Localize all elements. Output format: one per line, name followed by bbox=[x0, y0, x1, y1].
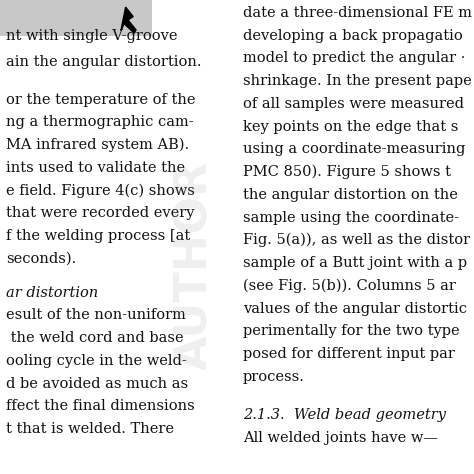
Text: developing a back propagatio: developing a back propagatio bbox=[243, 28, 463, 43]
Text: MA infrared system AB).: MA infrared system AB). bbox=[6, 138, 189, 152]
Text: ffect the final dimensions: ffect the final dimensions bbox=[6, 399, 194, 413]
Text: that were recorded every: that were recorded every bbox=[6, 206, 194, 220]
Polygon shape bbox=[121, 7, 136, 33]
Text: or the temperature of the: or the temperature of the bbox=[6, 92, 195, 107]
Text: nt with single V-groove: nt with single V-groove bbox=[6, 28, 177, 43]
Text: ain the angular distortion.: ain the angular distortion. bbox=[6, 55, 201, 69]
Text: key points on the edge that s: key points on the edge that s bbox=[243, 119, 458, 134]
Text: PMC 850). Figure 5 shows t: PMC 850). Figure 5 shows t bbox=[243, 165, 451, 179]
Text: AUTHOR: AUTHOR bbox=[173, 161, 216, 370]
Text: d be avoided as much as: d be avoided as much as bbox=[6, 376, 188, 391]
Text: using a coordinate-measuring: using a coordinate-measuring bbox=[243, 142, 465, 156]
Text: of all samples were measured: of all samples were measured bbox=[243, 97, 464, 111]
Text: Fig. 5(a)), as well as the distor: Fig. 5(a)), as well as the distor bbox=[243, 233, 470, 247]
Text: the angular distortion on the: the angular distortion on the bbox=[243, 188, 457, 202]
Text: values of the angular distortic: values of the angular distortic bbox=[243, 301, 467, 316]
Text: process.: process. bbox=[243, 370, 305, 384]
Text: date a three-dimensional FE m: date a three-dimensional FE m bbox=[243, 6, 472, 20]
Text: ints used to validate the: ints used to validate the bbox=[6, 161, 185, 175]
Text: shrinkage. In the present pape: shrinkage. In the present pape bbox=[243, 74, 472, 88]
Text: ar distortion: ar distortion bbox=[6, 285, 98, 300]
Text: seconds).: seconds). bbox=[6, 252, 76, 266]
Text: posed for different input par: posed for different input par bbox=[243, 347, 455, 361]
Text: e field. Figure 4(c) shows: e field. Figure 4(c) shows bbox=[6, 183, 194, 198]
Text: the weld cord and base: the weld cord and base bbox=[6, 331, 183, 345]
Text: All welded joints have w—: All welded joints have w— bbox=[243, 430, 438, 445]
Text: esult of the non-uniform: esult of the non-uniform bbox=[6, 308, 185, 322]
Text: sample using the coordinate-: sample using the coordinate- bbox=[243, 210, 459, 225]
Text: model to predict the angular ·: model to predict the angular · bbox=[243, 51, 465, 65]
FancyBboxPatch shape bbox=[0, 0, 152, 36]
Text: perimentally for the two type: perimentally for the two type bbox=[243, 324, 459, 338]
Text: 2.1.3.  Weld bead geometry: 2.1.3. Weld bead geometry bbox=[243, 408, 446, 422]
Text: ooling cycle in the weld-: ooling cycle in the weld- bbox=[6, 354, 186, 368]
Text: sample of a Butt joint with a p: sample of a Butt joint with a p bbox=[243, 256, 467, 270]
Text: ng a thermographic cam-: ng a thermographic cam- bbox=[6, 115, 193, 129]
Text: f the welding process [at: f the welding process [at bbox=[6, 229, 190, 243]
Text: t that is welded. There: t that is welded. There bbox=[6, 422, 173, 436]
Text: (see Fig. 5(b)). Columns 5 ar: (see Fig. 5(b)). Columns 5 ar bbox=[243, 279, 456, 293]
